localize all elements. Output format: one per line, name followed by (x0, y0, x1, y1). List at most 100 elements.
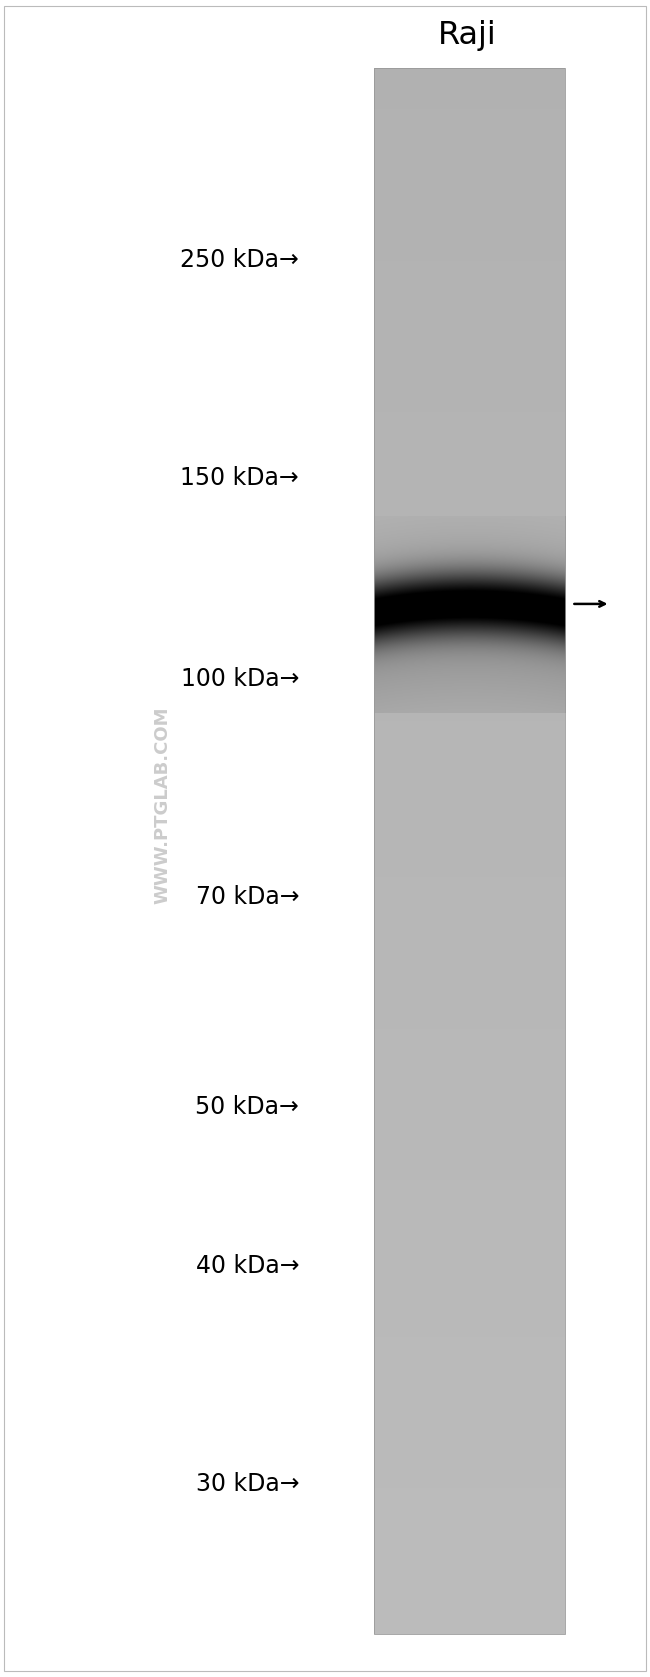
Bar (374, 1050, 565, 1055)
Bar (374, 857, 565, 862)
Bar (374, 1122, 565, 1129)
Bar (374, 319, 565, 324)
Bar (374, 1191, 565, 1196)
Bar (374, 1472, 565, 1477)
Bar (374, 173, 565, 178)
Bar (374, 84, 565, 89)
Bar (374, 815, 565, 820)
Bar (374, 1092, 565, 1097)
Bar (374, 1018, 565, 1023)
Bar (374, 976, 565, 981)
Bar (374, 1275, 565, 1280)
Bar (374, 1112, 565, 1117)
Bar (374, 444, 565, 449)
Bar (374, 763, 565, 768)
Bar (374, 1117, 565, 1122)
Bar (374, 899, 565, 904)
Bar (374, 67, 565, 72)
Bar (374, 324, 565, 329)
Bar (374, 496, 565, 501)
Bar (374, 1223, 565, 1228)
Text: 40 kDa→: 40 kDa→ (196, 1254, 299, 1278)
Bar (374, 756, 565, 763)
Bar (374, 966, 565, 971)
Bar (374, 914, 565, 919)
Bar (374, 1228, 565, 1233)
Bar (374, 501, 565, 506)
Bar (374, 480, 565, 486)
Bar (374, 1290, 565, 1295)
Bar (374, 250, 565, 255)
Bar (374, 198, 565, 203)
Bar (374, 1102, 565, 1107)
Bar (374, 998, 565, 1003)
Bar (374, 391, 565, 397)
Bar (374, 402, 565, 408)
Bar (374, 109, 565, 114)
Bar (374, 679, 565, 684)
Bar (374, 637, 565, 642)
Bar (374, 1524, 565, 1529)
Bar (374, 768, 565, 773)
Bar (374, 428, 565, 433)
Bar (374, 892, 565, 899)
Bar (374, 240, 565, 245)
Bar (374, 657, 565, 662)
Bar (374, 642, 565, 647)
Bar (374, 1541, 565, 1546)
Bar (374, 366, 565, 371)
Bar (374, 1566, 565, 1571)
Bar (374, 1588, 565, 1593)
Bar (374, 1514, 565, 1519)
Bar (374, 1008, 565, 1013)
Bar (374, 909, 565, 914)
Bar (374, 146, 565, 151)
Bar (374, 1060, 565, 1065)
Bar (374, 517, 565, 522)
Bar (374, 803, 565, 810)
Bar (374, 971, 565, 976)
Bar (374, 1571, 565, 1576)
Bar (374, 161, 565, 168)
Bar (374, 527, 565, 533)
Bar (374, 1608, 565, 1613)
Bar (374, 67, 565, 1635)
Bar (374, 151, 565, 156)
Bar (374, 736, 565, 741)
Bar (374, 1551, 565, 1556)
Bar (374, 94, 565, 99)
Bar (374, 1164, 565, 1169)
Bar (374, 371, 565, 376)
Text: 70 kDa→: 70 kDa→ (196, 885, 299, 909)
Bar (374, 1134, 565, 1139)
Bar (374, 1358, 565, 1363)
Bar (374, 1238, 565, 1243)
Bar (374, 558, 565, 563)
Bar (374, 1107, 565, 1112)
Bar (374, 1436, 565, 1441)
Bar (374, 929, 565, 934)
Bar (374, 1368, 565, 1373)
Bar (374, 475, 565, 480)
Bar (374, 522, 565, 527)
Bar (374, 810, 565, 815)
Bar (374, 297, 565, 304)
Bar (374, 386, 565, 391)
Bar (374, 1347, 565, 1352)
Bar (374, 1149, 565, 1154)
Bar (374, 850, 565, 857)
Bar (374, 1499, 565, 1504)
Bar (374, 1394, 565, 1399)
Bar (374, 934, 565, 939)
Bar (374, 99, 565, 104)
Bar (374, 131, 565, 136)
Bar (374, 674, 565, 679)
Bar (374, 1487, 565, 1494)
Text: 250 kDa→: 250 kDa→ (180, 248, 299, 272)
Bar (374, 1065, 565, 1070)
Bar (374, 1389, 565, 1394)
Bar (374, 563, 565, 569)
Bar (374, 981, 565, 986)
Bar (374, 1446, 565, 1452)
Bar (374, 1305, 565, 1311)
